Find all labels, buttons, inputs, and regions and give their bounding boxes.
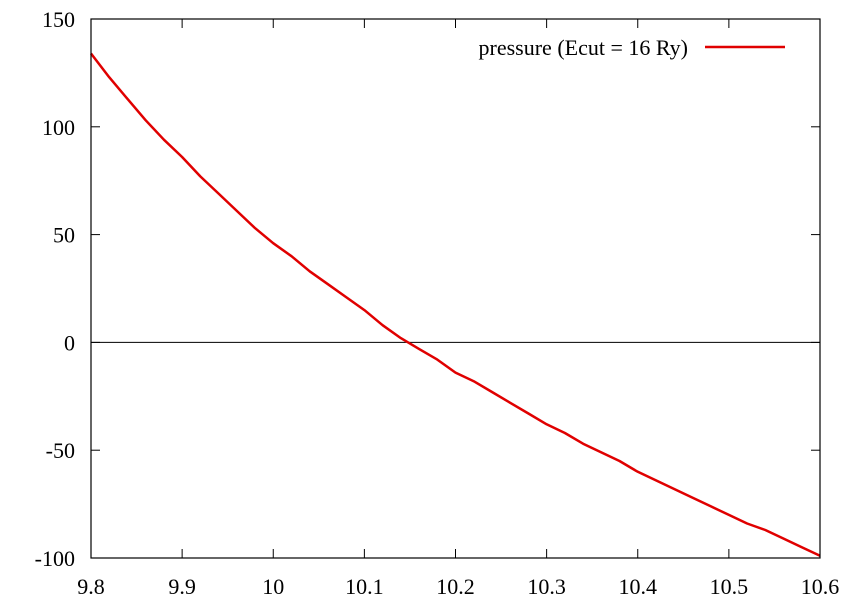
series-line-pressure	[90, 52, 821, 557]
x-tick-label: 10	[262, 574, 284, 599]
x-tick-label: 9.8	[77, 574, 105, 599]
y-tick-label: -50	[46, 438, 75, 463]
plot-frame	[90, 18, 821, 559]
y-tick-label: 50	[53, 223, 75, 248]
legend-label: pressure (Ecut = 16 Ry)	[479, 35, 688, 60]
x-tick-label: 10.5	[710, 574, 749, 599]
x-tick-label: 10.1	[345, 574, 384, 599]
x-tick-label: 10.6	[801, 574, 840, 599]
x-tick-label: 10.3	[527, 574, 566, 599]
y-axis: 150 100 50 0 -50 -100	[35, 7, 820, 571]
x-tick-label: 10.4	[619, 574, 658, 599]
y-tick-label: 0	[64, 330, 75, 355]
x-tick-label: 9.9	[168, 574, 196, 599]
y-tick-label: -100	[35, 546, 75, 571]
y-tick-label: 150	[42, 7, 75, 32]
legend: pressure (Ecut = 16 Ry)	[479, 35, 785, 60]
x-axis: 9.8 9.9 10 10.1 10.2 10.3 10.4 10.5 10.6	[77, 19, 839, 599]
x-tick-label: 10.2	[436, 574, 475, 599]
y-tick-label: 100	[42, 115, 75, 140]
